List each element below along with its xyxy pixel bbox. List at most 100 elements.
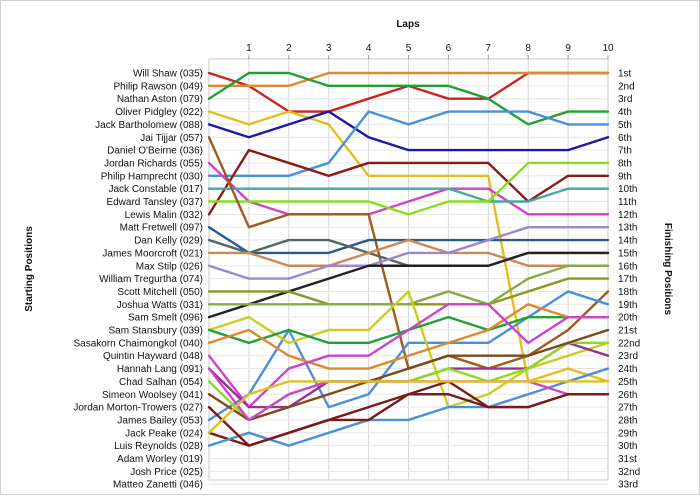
starting-position-label: Edward Tansley (037): [106, 197, 203, 208]
finishing-position-label: 30th: [618, 441, 637, 452]
series-line: [207, 161, 610, 216]
finishing-position-label: 21st: [618, 326, 637, 337]
finishing-position-label: 12th: [618, 210, 637, 221]
finishing-position-label: 27th: [618, 403, 637, 414]
starting-position-label: Will Shaw (035): [133, 69, 203, 80]
finishing-position-label: 20th: [618, 313, 637, 324]
x-tick-label: 7: [486, 43, 492, 54]
starting-position-label: Adam Worley (019): [117, 454, 203, 465]
finishing-position-label: 15th: [618, 248, 637, 259]
series-lines: [207, 71, 610, 447]
x-tick-label: 10: [602, 43, 614, 54]
finishing-position-label: 24th: [618, 364, 637, 375]
x-tick-label: 8: [525, 43, 531, 54]
starting-position-label: Nathan Aston (079): [117, 94, 203, 105]
starting-position-label: Quintin Hayward (048): [103, 351, 203, 362]
finishing-position-label: 19th: [618, 300, 637, 311]
series-line: [207, 251, 610, 319]
starting-position-label: Jack Constable (017): [109, 184, 204, 195]
starting-position-label: William Tregurtha (074): [99, 274, 203, 285]
finishing-position-label: 29th: [618, 428, 637, 439]
finishing-position-label: 7th: [618, 146, 632, 157]
series-line: [207, 303, 610, 409]
finishing-position-label: 16th: [618, 261, 637, 272]
finishing-position-label: 14th: [618, 236, 637, 247]
starting-position-label: Lewis Malin (032): [125, 210, 203, 221]
finishing-position-label: 32nd: [618, 467, 640, 478]
starting-position-label: Chad Salhan (054): [119, 377, 203, 388]
finishing-position-label: 5th: [618, 120, 632, 131]
starting-position-label: Philip Hamprecht (030): [101, 171, 203, 182]
finishing-position-label: 3rd: [618, 94, 632, 105]
series-line: [207, 225, 610, 280]
finishing-position-label: 26th: [618, 390, 637, 401]
starting-position-label: Simeon Woolsey (041): [102, 390, 203, 401]
finishing-position-label: 17th: [618, 274, 637, 285]
finishing-position-label: 22nd: [618, 338, 640, 349]
finishing-position-label: 6th: [618, 133, 632, 144]
x-tick-label: 1: [246, 43, 252, 54]
series-line: [207, 71, 610, 88]
finishing-position-label: 33rd: [618, 480, 638, 491]
starting-position-label: Scott Mitchell (050): [117, 287, 203, 298]
starting-position-label: Luis Reynolds (028): [114, 441, 203, 452]
x-tick-label: 3: [326, 43, 332, 54]
x-tick-label: 9: [565, 43, 571, 54]
finishing-position-label: 8th: [618, 158, 632, 169]
finishing-position-label: 10th: [618, 184, 637, 195]
finishing-position-label: 23rd: [618, 351, 638, 362]
series-line: [207, 110, 610, 152]
x-tick-labels: 1 2 3 4 5 6 7 8 9 10: [246, 43, 614, 59]
starting-position-label: Philip Rawson (049): [114, 81, 204, 92]
series-line: [207, 238, 610, 267]
series-line: [207, 367, 610, 447]
starting-position-label: Sam Smelt (096): [128, 313, 203, 324]
chart-title: Laps: [396, 19, 420, 30]
x-tick-label: 5: [406, 43, 412, 54]
starting-position-label: James Bailey (053): [117, 415, 203, 426]
starting-position-label: Hannah Lang (091): [117, 364, 203, 375]
finishing-position-label: 18th: [618, 287, 637, 298]
starting-position-label: Jordan Morton-Trowers (027): [73, 403, 203, 414]
left-axis-label: Starting Positions: [24, 226, 35, 312]
series-line: [207, 110, 610, 178]
series-line: [207, 161, 610, 216]
starting-position-label: James Moorcroft (021): [102, 248, 203, 259]
starting-position-label: Jordan Richards (055): [104, 158, 203, 169]
starting-position-label: Sam Stansbury (039): [109, 326, 204, 337]
starting-position-label: Max Stilp (026): [136, 261, 203, 272]
starting-position-label: Daniel O'Beirne (036): [107, 146, 203, 157]
finishing-position-label: 9th: [618, 171, 632, 182]
finishing-position-label: 31st: [618, 454, 637, 465]
series-line: [207, 380, 610, 434]
finishing-position-label: 13th: [618, 223, 637, 234]
series-line: [207, 71, 610, 126]
x-tick-label: 6: [446, 43, 452, 54]
series-line: [207, 148, 610, 216]
finishing-position-label: 25th: [618, 377, 637, 388]
x-tick-label: 4: [366, 43, 372, 54]
starting-position-label: Matt Fretwell (097): [120, 223, 203, 234]
starting-position-label: Jai Tijjar (057): [140, 133, 203, 144]
finishing-position-label: 2nd: [618, 81, 635, 92]
finishing-position-label: 1st: [618, 69, 632, 80]
series-line: [207, 264, 610, 306]
starting-position-label: Jack Bartholomew (088): [95, 120, 203, 131]
finishing-position-label: 28th: [618, 415, 637, 426]
series-line: [207, 110, 610, 383]
x-tick-label: 2: [286, 43, 292, 54]
series-line: [207, 393, 610, 447]
starting-position-label: Jack Peake (024): [125, 428, 203, 439]
finishing-position-label: 4th: [618, 107, 632, 118]
starting-position-label: Josh Price (025): [130, 467, 203, 478]
finishing-position-label: 11th: [618, 197, 637, 208]
starting-position-label: Oliver Pidgley (022): [115, 107, 203, 118]
starting-position-label: Joshua Watts (031): [117, 300, 203, 311]
starting-position-label: Dan Kelly (029): [134, 236, 203, 247]
starting-position-label: Matteo Zanetti (046): [113, 480, 203, 491]
series-line: [207, 328, 610, 422]
starting-position-labels: Will Shaw (035)Philip Rawson (049) Nathan…: [73, 69, 203, 491]
